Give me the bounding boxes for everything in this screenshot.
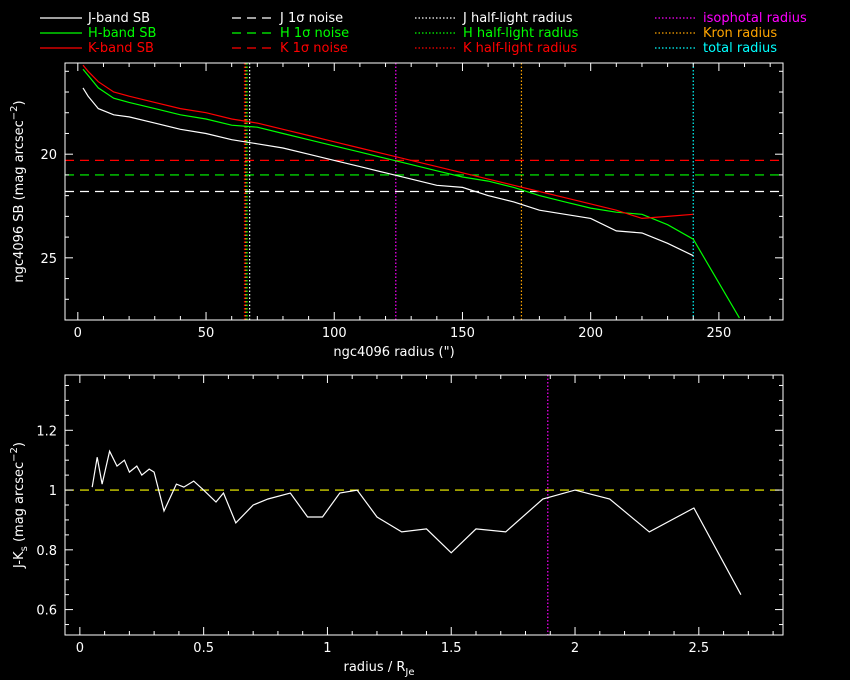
x-tick-label: 50 [198, 326, 215, 341]
x-tick-label: 150 [450, 326, 475, 341]
y-label-superscript: −2 [9, 105, 20, 120]
series-line [82, 87, 694, 257]
y-label-superscript: −2 [9, 447, 20, 462]
legend-label: H-band SB [88, 26, 156, 41]
x-tick-label: 100 [322, 326, 347, 341]
color-plot-frame [64, 374, 784, 636]
x-tick-label: 2 [571, 641, 579, 656]
x-tick-label: 2.5 [688, 641, 709, 656]
color-profile-panel: 0 0.5 1 1.5 2 2.5 0.6 0.8 1 1.2 radius / RJe J-Ks… [9, 374, 784, 678]
legend-label: K 1σ noise [280, 41, 348, 56]
legend-label: K half-light radius [463, 41, 577, 56]
sb-series-layer [65, 63, 783, 320]
x-tick-label: 0 [76, 641, 84, 656]
legend-label: H half-light radius [463, 26, 579, 41]
series-line [82, 64, 694, 220]
y-label-close: ) [12, 442, 27, 447]
x-tick-label: 200 [578, 326, 603, 341]
sb-profile-panel: 0 50 100 150 200 250 20 25 ngc4096 radius (") n… [9, 62, 784, 360]
sb-x-axis-label: ngc4096 radius (") [333, 345, 454, 360]
y-tick-label: 0.6 [36, 604, 57, 619]
sb-ticks: 0 50 100 150 200 250 20 25 [40, 63, 783, 341]
legend-label: isophotal radius [703, 11, 807, 26]
sb-y-axis-label: ngc4096 SB (mag arcsec−2) [9, 100, 27, 282]
color-x-axis-label: radius / RJe [344, 660, 415, 678]
x-tick-label: 0 [74, 326, 82, 341]
y-label-subscript: s [19, 546, 30, 551]
y-tick-label: 20 [40, 148, 57, 163]
y-label-close: ) [12, 100, 27, 105]
color-y-axis-label: J-Ks (mag arcsec−2) [9, 442, 30, 569]
y-label-main: ngc4096 SB (mag arcsec [12, 120, 27, 282]
legend-label: J-band SB [87, 11, 150, 26]
color-series-layer [65, 375, 783, 635]
x-tick-label: 250 [706, 326, 731, 341]
x-label-subscript: Je [404, 667, 414, 678]
y-label-rest: (mag arcsec [12, 462, 27, 546]
y-tick-label: 1.2 [36, 424, 57, 439]
y-tick-label: 1 [49, 484, 57, 499]
legend-label: J half-light radius [462, 11, 573, 26]
y-tick-label: 25 [40, 252, 57, 267]
y-tick-label: 0.8 [36, 544, 57, 559]
sb-plot-frame [64, 62, 784, 321]
x-tick-label: 1 [323, 641, 331, 656]
x-tick-label: 1.5 [441, 641, 462, 656]
legend-label: J 1σ noise [279, 11, 343, 26]
x-tick-label: 0.5 [193, 641, 214, 656]
series-line [82, 68, 740, 319]
legend-label: total radius [703, 41, 777, 56]
legend-label: Kron radius [703, 26, 777, 41]
color-ticks: 0 0.5 1 1.5 2 2.5 0.6 0.8 1 1.2 [36, 375, 783, 656]
series-line [91, 449, 742, 595]
legend-label: H 1σ noise [280, 26, 349, 41]
legend-label: K-band SB [88, 41, 154, 56]
y-label-main: J-K [12, 551, 27, 569]
